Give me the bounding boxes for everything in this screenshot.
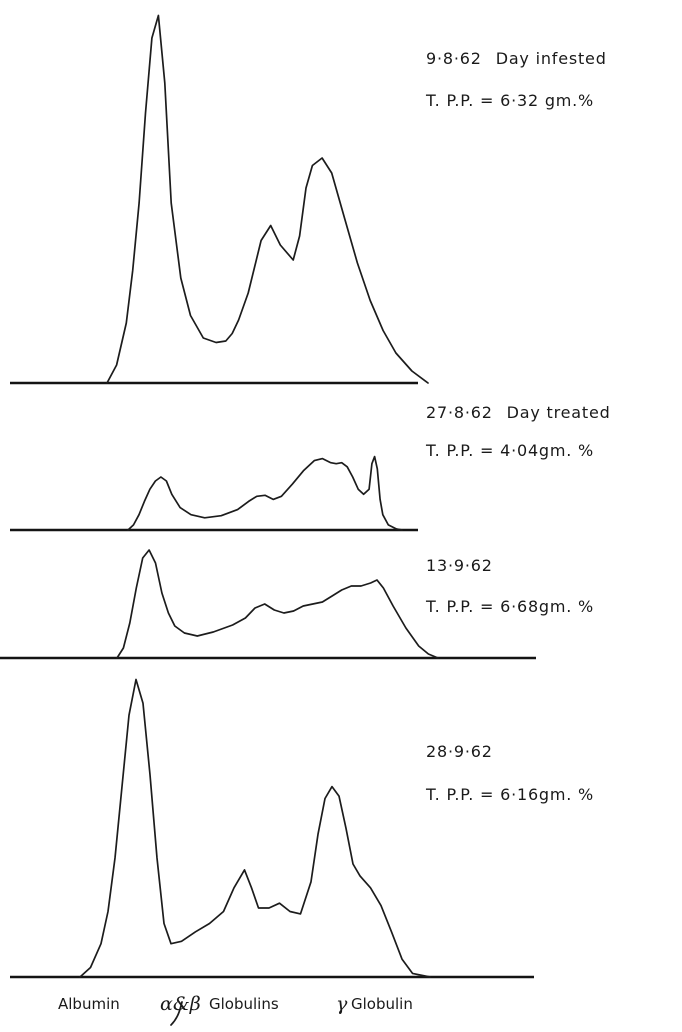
panel-1-date: 9·8·62 xyxy=(426,49,482,68)
panel-1-date-label: 9·8·62 Day infested xyxy=(426,49,607,68)
panel-4: 28·9·62 T. P.P. = 6·16gm. % xyxy=(10,678,594,979)
x-label-gamma-globulin: Globulin xyxy=(351,995,413,1013)
x-label-gamma-symbol: γ xyxy=(336,993,348,1015)
panel-2-date-note: Day treated xyxy=(507,403,611,422)
panel-1-date-note: Day infested xyxy=(496,49,607,68)
panel-2-tpp-label: T. P.P. = 4·04gm. % xyxy=(425,441,594,460)
panel-1-trace xyxy=(106,14,429,384)
panel-3-date: 13·9·62 xyxy=(426,556,493,575)
x-label-alpha-beta-globulins: Globulins xyxy=(209,995,279,1013)
panel-3-tpp-label: T. P.P. = 6·68gm. % xyxy=(425,597,594,616)
panel-2-trace xyxy=(127,455,403,531)
panel-3-date-label: 13·9·62 xyxy=(426,556,493,575)
x-label-albumin: Albumin xyxy=(58,995,120,1013)
panel-2-date-label: 27·8·62 Day treated xyxy=(426,403,611,422)
alpha-beta-label-tail xyxy=(170,1001,183,1026)
x-label-alpha-beta-symbol: α&β xyxy=(160,993,201,1015)
panel-4-tpp-label: T. P.P. = 6·16gm. % xyxy=(425,785,594,804)
panel-2: 27·8·62 Day treated T. P.P. = 4·04gm. % xyxy=(10,403,611,532)
panel-1-tpp-label: T. P.P. = 6·32 gm.% xyxy=(425,91,594,110)
panel-2-date: 27·8·62 xyxy=(426,403,493,422)
panel-1: 9·8·62 Day infested T. P.P. = 6·32 gm.% xyxy=(10,14,607,385)
x-axis-labels: Albumin α&β Globulins γ Globulin xyxy=(58,993,413,1015)
panels-layer: 9·8·62 Day infested T. P.P. = 6·32 gm.% 27·… xyxy=(0,14,611,1026)
panel-3-trace xyxy=(116,549,439,659)
panel-4-date: 28·9·62 xyxy=(426,742,493,761)
panel-4-date-label: 28·9·62 xyxy=(426,742,493,761)
panel-4-trace xyxy=(79,678,431,978)
panel-3: 13·9·62 T. P.P. = 6·68gm. % xyxy=(0,549,594,660)
